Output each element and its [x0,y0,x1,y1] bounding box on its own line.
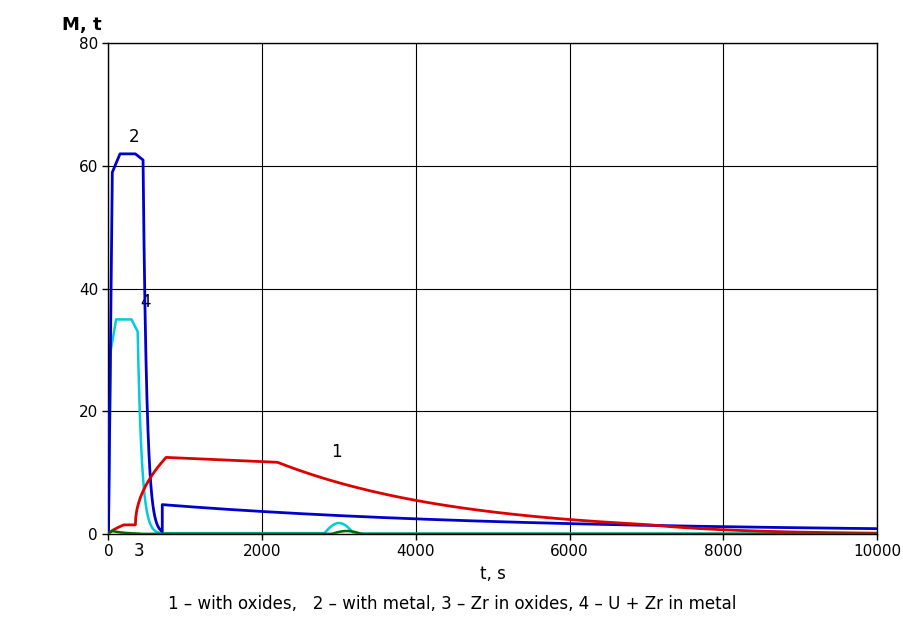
Text: 1: 1 [331,443,341,461]
Text: 3: 3 [134,542,144,560]
Text: 1 – with oxides,   2 – with metal, 3 – Zr in oxides, 4 – U + Zr in metal: 1 – with oxides, 2 – with metal, 3 – Zr … [168,594,735,612]
X-axis label: t, s: t, s [479,565,505,583]
Text: M, t: M, t [62,16,102,34]
Text: 4: 4 [140,293,150,311]
Text: 2: 2 [129,127,140,145]
